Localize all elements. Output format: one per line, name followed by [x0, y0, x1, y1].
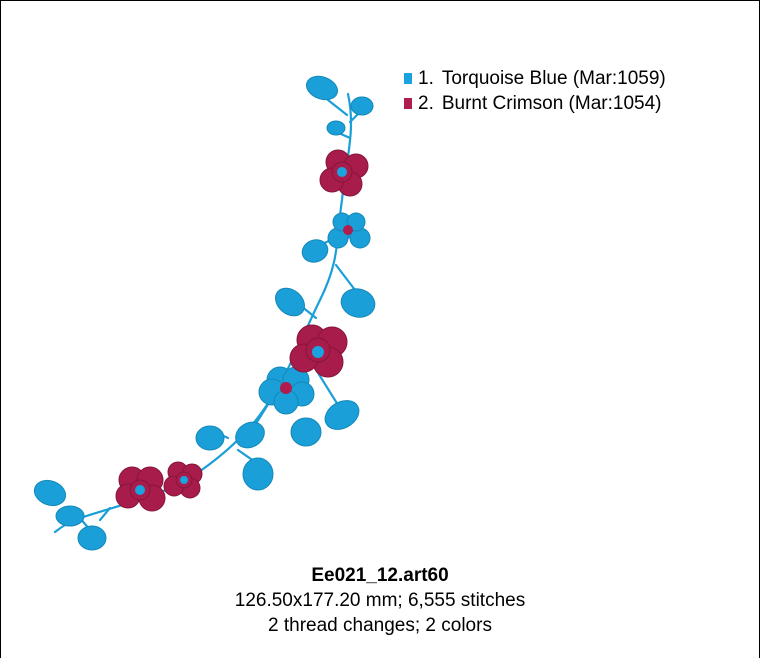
color-swatch-blue [404, 73, 412, 84]
thread-color-legend: 1. Torquoise Blue (Mar:1059) 2. Burnt Cr… [404, 66, 666, 116]
legend-label: Torquoise Blue (Mar:1059) [441, 68, 666, 89]
design-dimensions: 126.50x177.20 mm; 6,555 stitches [234, 590, 526, 611]
legend-number: 1. [418, 68, 434, 89]
legend-item-1: 1. Torquoise Blue (Mar:1059) [404, 66, 666, 91]
embroidery-design-image [33, 75, 376, 551]
design-thread-changes: 2 thread changes; 2 colors [268, 615, 492, 636]
design-filename: Ee021_12.art60 [311, 565, 449, 586]
legend-label: Burnt Crimson (Mar:1054) [441, 93, 662, 114]
legend-item-2: 2. Burnt Crimson (Mar:1054) [404, 91, 666, 116]
legend-number: 2. [418, 93, 434, 114]
design-info: Ee021_12.art60 126.50x177.20 mm; 6,555 s… [0, 563, 760, 638]
color-swatch-crimson [404, 98, 412, 109]
